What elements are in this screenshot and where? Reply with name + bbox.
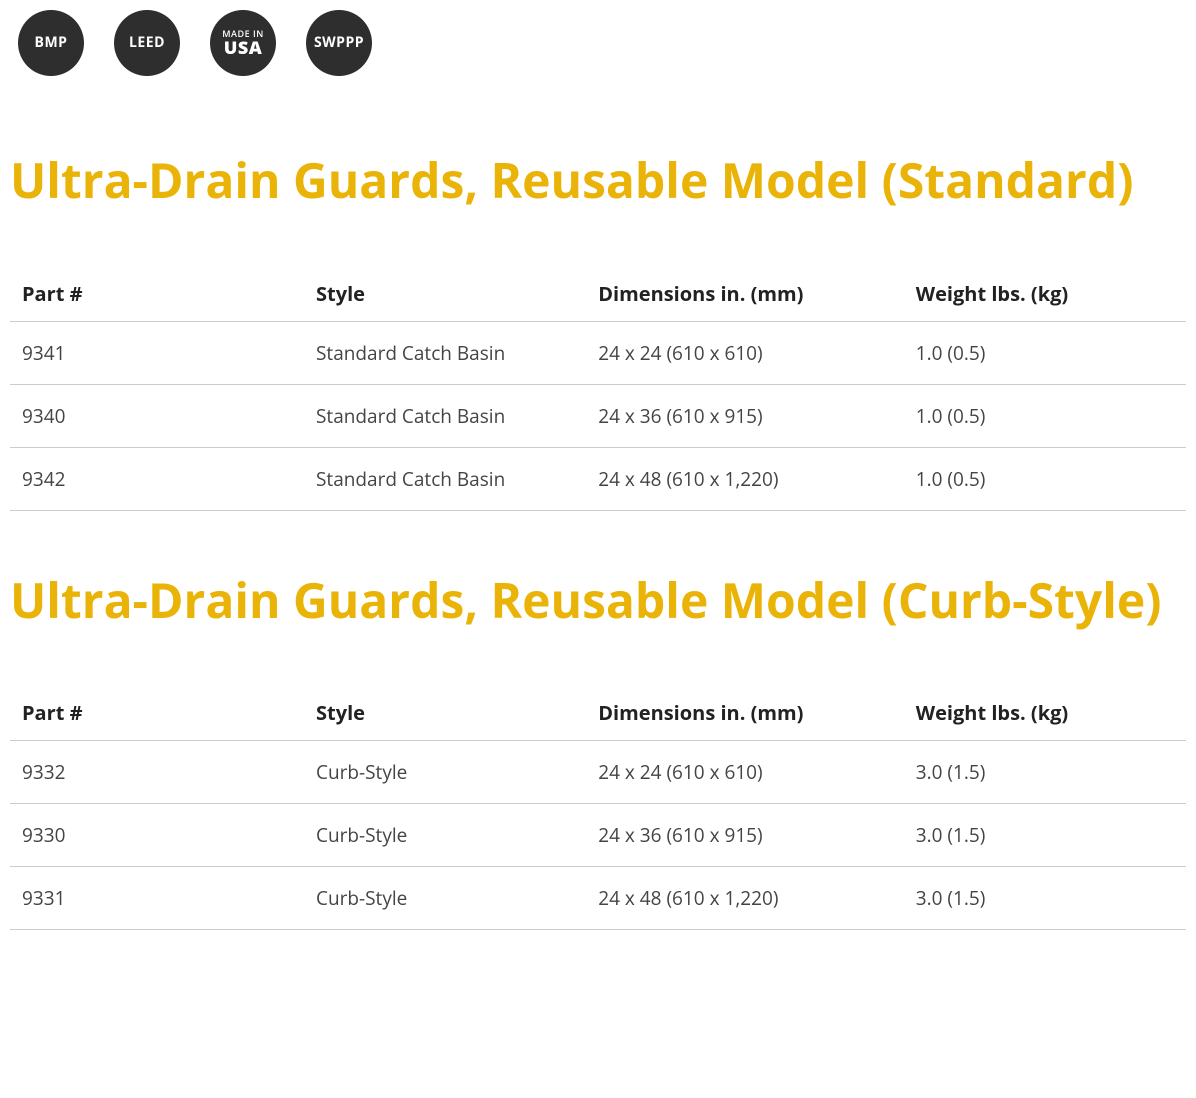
cell-part: 9340 — [10, 384, 304, 447]
badge-label: LEED — [129, 36, 165, 50]
table-row: 9341 Standard Catch Basin 24 x 24 (610 x… — [10, 321, 1186, 384]
col-header-dimensions: Dimensions in. (mm) — [586, 685, 904, 741]
cell-part: 9342 — [10, 447, 304, 510]
table-row: 9340 Standard Catch Basin 24 x 36 (610 x… — [10, 384, 1186, 447]
badge-bmp: BMP — [18, 10, 84, 76]
badge-made-in-usa: MADE IN USA — [210, 10, 276, 76]
table-header-row: Part # Style Dimensions in. (mm) Weight … — [10, 266, 1186, 322]
table-row: 9331 Curb-Style 24 x 48 (610 x 1,220) 3.… — [10, 867, 1186, 930]
cell-part: 9332 — [10, 741, 304, 804]
table-curb-style: Part # Style Dimensions in. (mm) Weight … — [10, 685, 1186, 930]
badge-bottom-label: USA — [224, 39, 263, 57]
section-title-standard: Ultra-Drain Guards, Reusable Model (Stan… — [10, 146, 1186, 216]
table-row: 9330 Curb-Style 24 x 36 (610 x 915) 3.0 … — [10, 804, 1186, 867]
section-title-curb-style: Ultra-Drain Guards, Reusable Model (Curb… — [10, 566, 1186, 636]
cell-weight: 3.0 (1.5) — [904, 741, 1186, 804]
table-header-row: Part # Style Dimensions in. (mm) Weight … — [10, 685, 1186, 741]
badge-row: BMP LEED MADE IN USA SWPPP — [10, 10, 1186, 76]
cell-part: 9341 — [10, 321, 304, 384]
cell-dimensions: 24 x 48 (610 x 1,220) — [586, 447, 904, 510]
cell-dimensions: 24 x 36 (610 x 915) — [586, 804, 904, 867]
badge-swppp: SWPPP — [306, 10, 372, 76]
cell-dimensions: 24 x 48 (610 x 1,220) — [586, 867, 904, 930]
cell-weight: 1.0 (0.5) — [904, 447, 1186, 510]
table-row: 9332 Curb-Style 24 x 24 (610 x 610) 3.0 … — [10, 741, 1186, 804]
col-header-dimensions: Dimensions in. (mm) — [586, 266, 904, 322]
col-header-style: Style — [304, 266, 586, 322]
cell-dimensions: 24 x 36 (610 x 915) — [586, 384, 904, 447]
cell-weight: 3.0 (1.5) — [904, 867, 1186, 930]
col-header-weight: Weight lbs. (kg) — [904, 266, 1186, 322]
cell-style: Curb-Style — [304, 867, 586, 930]
cell-dimensions: 24 x 24 (610 x 610) — [586, 321, 904, 384]
col-header-part: Part # — [10, 685, 304, 741]
cell-part: 9331 — [10, 867, 304, 930]
cell-style: Standard Catch Basin — [304, 384, 586, 447]
cell-part: 9330 — [10, 804, 304, 867]
cell-weight: 3.0 (1.5) — [904, 804, 1186, 867]
badge-label: BMP — [35, 36, 68, 50]
cell-style: Curb-Style — [304, 804, 586, 867]
cell-style: Standard Catch Basin — [304, 321, 586, 384]
cell-dimensions: 24 x 24 (610 x 610) — [586, 741, 904, 804]
badge-leed: LEED — [114, 10, 180, 76]
col-header-weight: Weight lbs. (kg) — [904, 685, 1186, 741]
col-header-part: Part # — [10, 266, 304, 322]
cell-style: Standard Catch Basin — [304, 447, 586, 510]
cell-style: Curb-Style — [304, 741, 586, 804]
table-row: 9342 Standard Catch Basin 24 x 48 (610 x… — [10, 447, 1186, 510]
table-standard: Part # Style Dimensions in. (mm) Weight … — [10, 266, 1186, 511]
col-header-style: Style — [304, 685, 586, 741]
cell-weight: 1.0 (0.5) — [904, 384, 1186, 447]
cell-weight: 1.0 (0.5) — [904, 321, 1186, 384]
badge-label: SWPPP — [314, 36, 364, 50]
